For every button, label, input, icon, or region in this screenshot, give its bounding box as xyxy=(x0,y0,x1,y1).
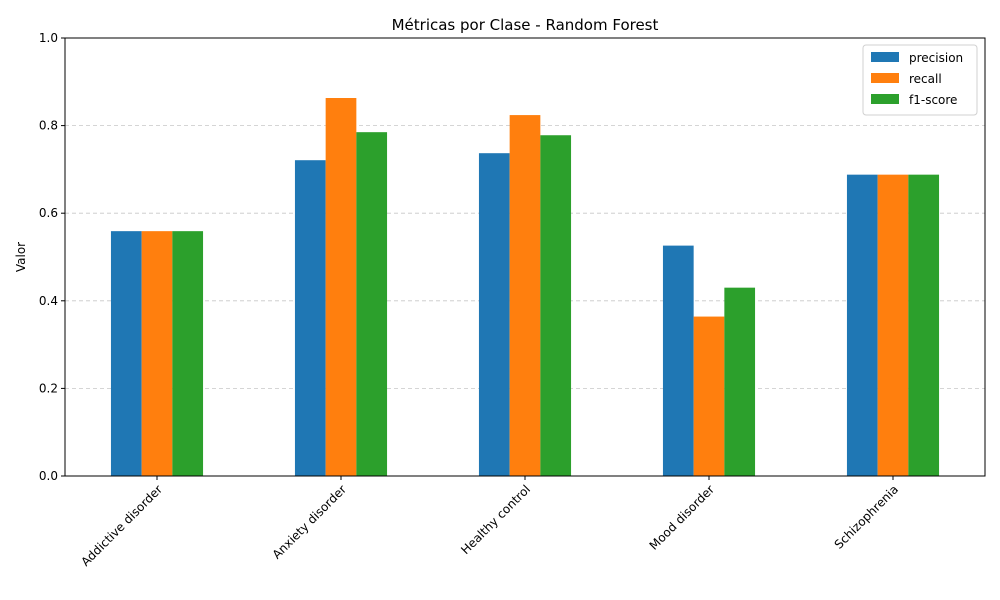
bar-f1-score-2 xyxy=(540,135,572,476)
legend-label-f1-score: f1-score xyxy=(909,93,957,107)
bar-precision-2 xyxy=(478,153,510,476)
bar-precision-0 xyxy=(110,231,142,476)
legend-label-recall: recall xyxy=(909,72,942,86)
bar-f1-score-0 xyxy=(172,231,204,476)
bars xyxy=(110,98,940,477)
x-tick-label: Mood disorder xyxy=(647,482,718,553)
y-tick-label: 1.0 xyxy=(39,31,58,45)
y-tick-label: 0.8 xyxy=(39,119,58,133)
bar-precision-4 xyxy=(846,174,878,476)
legend-swatch-f1-score xyxy=(871,94,899,104)
bar-f1-score-1 xyxy=(356,132,388,477)
bar-precision-3 xyxy=(662,245,694,476)
bar-recall-3 xyxy=(693,316,725,476)
legend-swatch-precision xyxy=(871,52,899,62)
y-axis-label: Valor xyxy=(14,242,28,272)
legend-label-precision: precision xyxy=(909,51,963,65)
y-tick-label: 0.6 xyxy=(39,206,58,220)
bar-recall-1 xyxy=(325,98,357,477)
bar-precision-1 xyxy=(294,160,326,476)
bar-f1-score-4 xyxy=(908,174,940,476)
chart-title: Métricas por Clase - Random Forest xyxy=(392,16,659,34)
y-tick-label: 0.0 xyxy=(39,469,58,483)
x-tick-label: Addictive disorder xyxy=(78,482,165,569)
grid-lines xyxy=(65,125,985,389)
x-tick-label: Schizophrenia xyxy=(832,482,902,552)
legend: precision recall f1-score xyxy=(862,44,978,116)
y-tick-label: 0.4 xyxy=(39,294,58,308)
x-tick-label: Healthy control xyxy=(458,482,533,557)
bar-recall-2 xyxy=(509,115,541,476)
bar-recall-0 xyxy=(141,231,173,476)
bar-f1-score-3 xyxy=(724,287,756,476)
x-tick-label: Anxiety disorder xyxy=(270,482,350,562)
y-axis-ticks: 0.0 0.2 0.4 0.6 0.8 1.0 xyxy=(39,31,65,483)
bar-recall-4 xyxy=(877,174,909,476)
x-axis-ticks: Addictive disorder Anxiety disorder Health… xyxy=(78,476,901,569)
y-tick-label: 0.2 xyxy=(39,381,58,395)
legend-swatch-recall xyxy=(871,73,899,83)
